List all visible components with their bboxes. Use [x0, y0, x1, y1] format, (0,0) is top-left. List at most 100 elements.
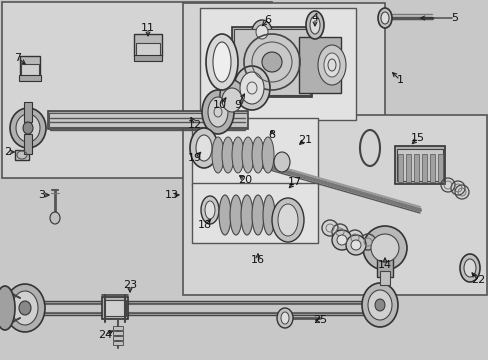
Bar: [104, 300, 126, 316]
Text: 7: 7: [15, 53, 21, 63]
Bar: [19, 75, 41, 81]
Ellipse shape: [346, 235, 365, 255]
Ellipse shape: [219, 195, 230, 235]
Text: 23: 23: [122, 280, 137, 290]
Bar: [234, 29, 309, 95]
Bar: [437, 154, 442, 182]
Bar: [24, 102, 32, 122]
Text: 16: 16: [250, 255, 264, 265]
Ellipse shape: [331, 230, 351, 250]
Ellipse shape: [213, 42, 230, 82]
Bar: [134, 34, 162, 56]
Ellipse shape: [212, 137, 224, 173]
Bar: [200, 8, 355, 120]
Ellipse shape: [242, 137, 253, 173]
Ellipse shape: [12, 291, 38, 325]
Ellipse shape: [336, 235, 346, 245]
Ellipse shape: [262, 52, 282, 72]
Text: 13: 13: [164, 190, 179, 200]
Bar: [428, 154, 434, 182]
Bar: [102, 297, 128, 319]
Text: 1: 1: [396, 75, 403, 85]
Ellipse shape: [241, 195, 252, 235]
Text: 2: 2: [4, 147, 12, 157]
Bar: [20, 301, 379, 315]
Bar: [413, 154, 418, 182]
Bar: [15, 150, 29, 160]
Bar: [20, 56, 40, 74]
Bar: [405, 154, 409, 182]
Ellipse shape: [256, 25, 267, 39]
Text: 15: 15: [410, 133, 424, 143]
Bar: [298, 37, 340, 93]
Text: 22: 22: [470, 275, 484, 285]
Bar: [397, 154, 402, 182]
Ellipse shape: [222, 88, 242, 112]
Ellipse shape: [10, 108, 46, 148]
Ellipse shape: [377, 8, 391, 28]
Bar: [21, 303, 378, 313]
Text: 11: 11: [141, 23, 155, 33]
Bar: [21, 64, 39, 76]
Ellipse shape: [309, 16, 319, 34]
Text: 4: 4: [311, 13, 318, 23]
Ellipse shape: [361, 283, 397, 327]
Text: 18: 18: [198, 220, 212, 230]
Ellipse shape: [459, 254, 479, 282]
Ellipse shape: [220, 80, 244, 110]
Ellipse shape: [380, 12, 388, 24]
Ellipse shape: [362, 226, 406, 270]
Ellipse shape: [207, 97, 227, 127]
Ellipse shape: [23, 122, 33, 134]
Ellipse shape: [201, 196, 219, 224]
Ellipse shape: [196, 135, 212, 161]
Text: 14: 14: [377, 260, 391, 270]
Ellipse shape: [5, 284, 45, 332]
Bar: [183, 115, 486, 295]
Bar: [376, 253, 392, 277]
Ellipse shape: [262, 137, 273, 173]
Ellipse shape: [276, 308, 292, 328]
Ellipse shape: [278, 204, 297, 236]
Ellipse shape: [0, 286, 15, 330]
Bar: [49, 113, 246, 127]
Bar: [113, 331, 123, 335]
Bar: [113, 336, 123, 340]
Ellipse shape: [50, 212, 60, 224]
Ellipse shape: [240, 72, 264, 104]
Text: 17: 17: [287, 177, 302, 187]
Text: 19: 19: [187, 153, 202, 163]
Ellipse shape: [205, 34, 238, 90]
Text: 20: 20: [238, 175, 251, 185]
Ellipse shape: [16, 114, 40, 142]
Text: 9: 9: [234, 100, 241, 110]
Ellipse shape: [281, 312, 288, 324]
Text: 25: 25: [312, 315, 326, 325]
Text: 6: 6: [264, 15, 271, 25]
Bar: [113, 341, 123, 345]
Bar: [421, 154, 426, 182]
Text: 21: 21: [297, 135, 311, 145]
Text: 8: 8: [268, 130, 275, 140]
Bar: [2, 2, 271, 178]
Ellipse shape: [222, 137, 234, 173]
Text: 5: 5: [450, 13, 458, 23]
Bar: [183, 3, 384, 130]
Text: 3: 3: [39, 190, 45, 200]
Ellipse shape: [204, 201, 215, 219]
Ellipse shape: [367, 290, 391, 320]
Ellipse shape: [229, 195, 242, 235]
Ellipse shape: [251, 137, 264, 173]
Bar: [113, 326, 123, 330]
Bar: [396, 149, 442, 181]
Ellipse shape: [374, 299, 384, 311]
Bar: [231, 27, 311, 97]
Ellipse shape: [251, 20, 271, 44]
Ellipse shape: [19, 301, 31, 315]
Ellipse shape: [317, 45, 346, 85]
Bar: [379, 271, 389, 285]
Bar: [24, 134, 32, 154]
Ellipse shape: [190, 128, 218, 168]
Bar: [192, 183, 317, 243]
Text: 10: 10: [213, 100, 226, 110]
